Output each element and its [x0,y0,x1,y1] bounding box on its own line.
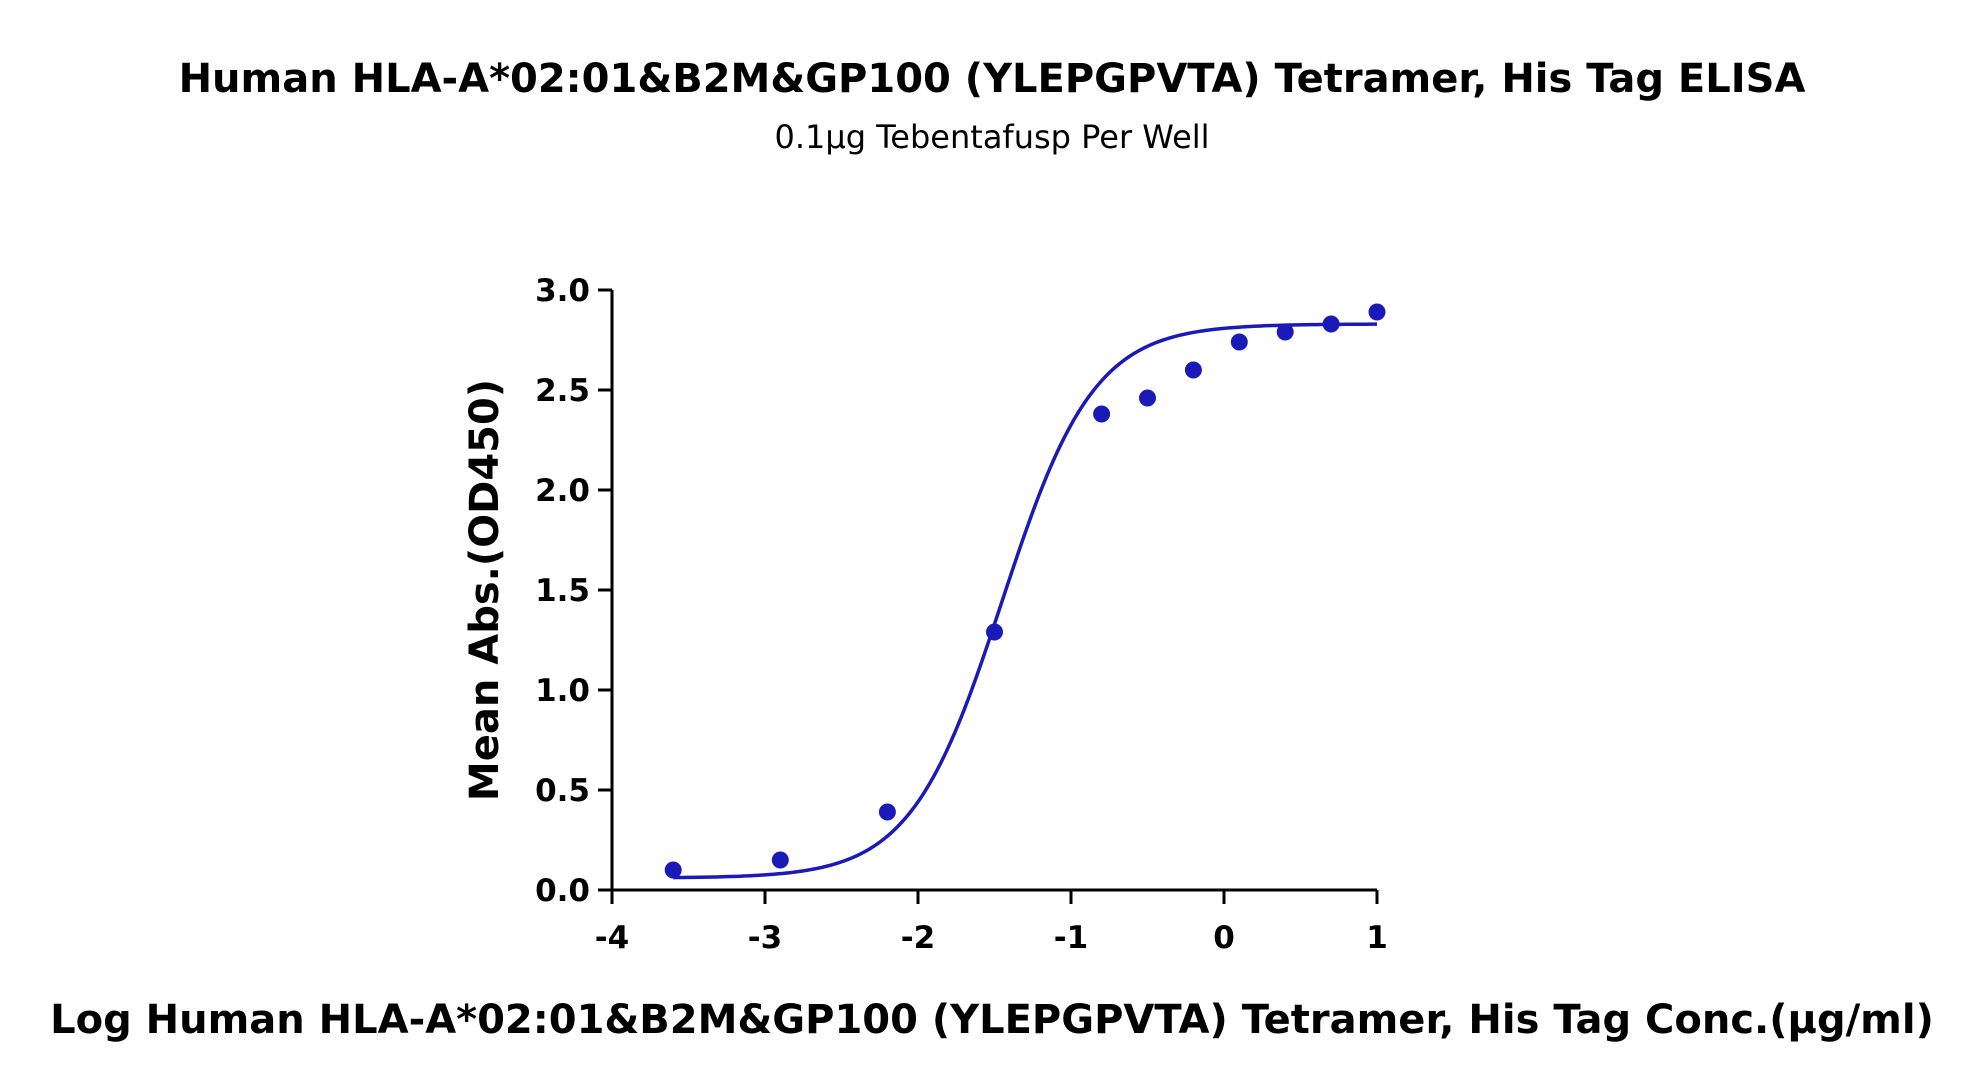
data-point [1184,361,1202,379]
y-axis-label: Mean Abs.(OD450) [462,379,508,801]
x-axis-ticks: -4 -3 -2 -1 0 1 [595,890,1388,956]
chart-title: Human HLA-A*02:01&B2M&GP100 (YLEPGPVTA) … [179,56,1806,102]
data-point [1139,389,1156,407]
data-point [986,623,1003,641]
y-tick-label: 1.5 [535,573,590,609]
y-tick-label: 0.0 [535,873,590,909]
y-axis-ticks: 0.0 0.5 1.0 1.5 2.0 2.5 3.0 [535,273,612,909]
data-point [1093,405,1111,423]
data-point [1322,315,1340,333]
x-tick-label: 1 [1366,920,1388,956]
data-points [664,303,1386,879]
y-tick-label: 0.5 [535,773,590,809]
x-tick-label: 0 [1213,920,1235,956]
data-point [664,861,682,879]
data-point [1368,303,1386,321]
x-tick-label: -2 [901,920,935,956]
plot-area: 0.0 0.5 1.0 1.5 2.0 2.5 3.0 -4 -3 -2 -1 0 1 [535,273,1388,956]
y-tick-label: 2.0 [535,473,590,509]
y-tick-label: 1.0 [535,673,590,709]
data-point [1230,333,1248,351]
x-axis-label: Log Human HLA-A*02:01&B2M&GP100 (YLEPGPV… [50,997,1934,1043]
x-tick-label: -4 [595,920,629,956]
x-tick-label: -3 [748,920,782,956]
data-point [1276,323,1294,341]
chart-subtitle: 0.1μg Tebentafusp Per Well [774,118,1209,156]
y-tick-label: 3.0 [535,273,590,309]
data-point [878,803,896,821]
x-tick-label: -1 [1054,920,1088,956]
data-point [771,851,789,869]
fit-curve [673,322,1378,880]
y-tick-label: 2.5 [535,373,590,409]
